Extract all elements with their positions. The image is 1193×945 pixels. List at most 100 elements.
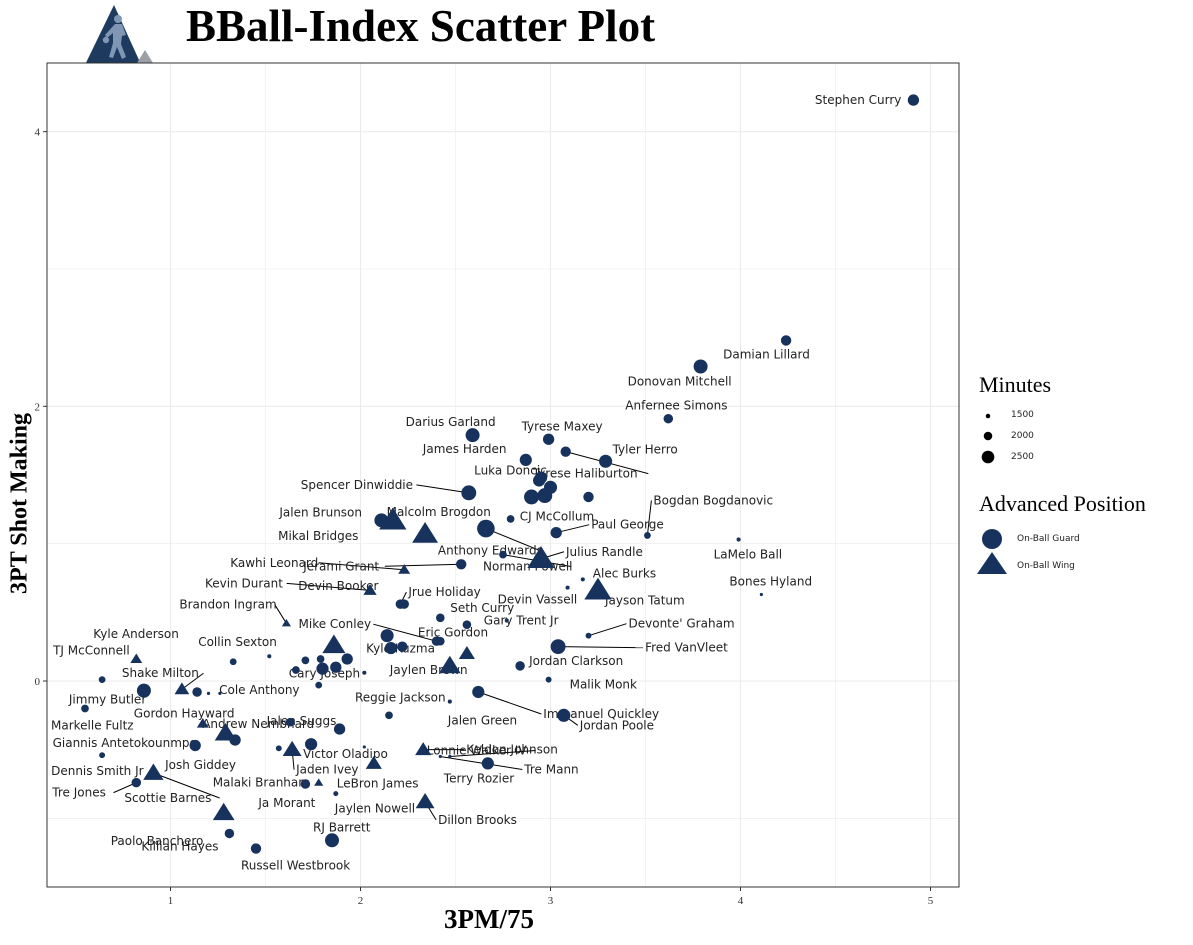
data-label: Devin Vassell bbox=[498, 593, 578, 607]
data-point-stephen-curry bbox=[907, 94, 920, 106]
data-label: Tyrese Maxey bbox=[521, 419, 603, 433]
data-point-jaylen-brown bbox=[438, 655, 461, 674]
data-label: Scottie Barnes bbox=[124, 791, 211, 805]
y-tick-label: 4 bbox=[35, 127, 41, 139]
data-label: Jaylen Nowell bbox=[334, 802, 415, 816]
data-point-mikal-bridges bbox=[412, 521, 439, 543]
leader-line bbox=[440, 756, 523, 771]
data-point-darius-garland bbox=[465, 428, 480, 443]
data-point-terry-rozier bbox=[481, 757, 494, 770]
data-label: Mikal Bridges bbox=[278, 529, 358, 543]
data-point-josh-giddey bbox=[229, 734, 241, 746]
plot-border bbox=[46, 62, 960, 888]
data-point-unlabeled bbox=[267, 654, 272, 659]
data-point-james-harden bbox=[519, 453, 532, 466]
data-point-cary-joseph bbox=[330, 661, 342, 673]
data-point-shake-milton bbox=[174, 682, 190, 695]
data-label: Shake Milton bbox=[122, 666, 199, 680]
data-point-unlabeled bbox=[301, 656, 310, 665]
data-point-damian-lillard bbox=[780, 335, 792, 346]
data-point-unlabeled bbox=[218, 691, 222, 695]
data-point-unlabeled bbox=[458, 645, 475, 659]
data-label: Kyle Anderson bbox=[93, 627, 179, 641]
data-point-jaylen-nowell bbox=[333, 791, 339, 797]
data-point-unlabeled bbox=[316, 662, 329, 675]
data-label: Killian Hayes bbox=[141, 839, 218, 853]
data-label: Immanuel Quickley bbox=[543, 707, 659, 721]
data-point-tyrese-haliburton bbox=[560, 446, 571, 457]
data-point-julius-randle bbox=[527, 546, 555, 568]
data-point-unlabeled bbox=[292, 666, 300, 674]
legend-size-label-2500: 2500 bbox=[1011, 452, 1034, 462]
data-label: Jaden Ivey bbox=[295, 763, 358, 777]
data-label: Alec Burks bbox=[593, 566, 656, 580]
leader-line bbox=[274, 604, 287, 624]
data-label: Markelle Fultz bbox=[51, 718, 134, 732]
data-point-unlabeled bbox=[362, 670, 367, 675]
data-label: Keldon Johnson bbox=[466, 743, 558, 757]
data-point-keldon-johnson bbox=[415, 742, 432, 756]
legend-shape-key-wing bbox=[977, 552, 1007, 574]
data-label: Malcolm Brogdon bbox=[387, 505, 491, 519]
data-point-norman-powell bbox=[499, 550, 507, 559]
legend-size-key-1500 bbox=[985, 413, 991, 419]
data-point-rj-barrett bbox=[325, 833, 339, 848]
leader-line bbox=[556, 524, 590, 534]
data-label: Donovan Mitchell bbox=[628, 375, 732, 389]
data-point-unlabeled bbox=[315, 681, 323, 689]
legend-size-label-1500: 1500 bbox=[1011, 410, 1034, 420]
data-point-devin-vassell bbox=[565, 585, 570, 590]
data-label: Damian Lillard bbox=[723, 347, 810, 361]
legend-shape-label-guard: On-Ball Guard bbox=[1017, 534, 1080, 544]
data-point-unlabeled bbox=[397, 641, 408, 652]
data-point-malcolm-brogdon bbox=[506, 515, 515, 523]
data-point-anfernee-simons bbox=[663, 413, 674, 424]
data-label: Paul George bbox=[591, 518, 664, 532]
data-point-malaki-branham bbox=[314, 778, 324, 786]
data-label: LaMelo Ball bbox=[714, 548, 783, 562]
data-point-devonte-graham bbox=[585, 632, 592, 639]
data-label: LeBron James bbox=[337, 776, 419, 790]
data-point-dennis-smith-jr bbox=[99, 752, 106, 759]
data-label: Jordan Poole bbox=[579, 718, 654, 732]
leader-line bbox=[449, 750, 536, 758]
y-tick-label: 0 bbox=[35, 676, 41, 688]
data-label: Devonte' Graham bbox=[629, 617, 735, 631]
data-point-tj-mcconnell bbox=[98, 676, 106, 684]
data-point-giannis-antetokounmpo bbox=[214, 723, 237, 741]
data-label: James Harden bbox=[422, 442, 507, 456]
leader-line bbox=[384, 563, 462, 567]
data-points bbox=[81, 94, 920, 854]
data-point-tre-jones bbox=[131, 777, 142, 788]
data-point-brandon-ingram bbox=[281, 619, 291, 627]
data-label: Jimmy Butler bbox=[68, 693, 146, 707]
data-label: Josh Giddey bbox=[164, 758, 236, 772]
legend-size-title: Minutes bbox=[979, 372, 1052, 397]
data-label: Stephen Curry bbox=[815, 93, 901, 107]
data-point-markelle-fultz bbox=[81, 704, 89, 713]
page-title: BBall-Index Scatter Plot bbox=[186, 1, 656, 51]
data-label: Seth Curry bbox=[450, 601, 514, 615]
data-point-reggie-jackson bbox=[385, 711, 393, 720]
data-point-jerami-grant bbox=[456, 559, 467, 570]
data-point-unlabeled bbox=[206, 691, 211, 695]
data-point-unlabeled bbox=[384, 641, 397, 655]
data-label: Jayson Tatum bbox=[604, 593, 685, 607]
data-label: Terry Rozier bbox=[443, 771, 514, 785]
data-point-unlabeled bbox=[322, 634, 346, 654]
data-point-jalen-suggs bbox=[333, 723, 346, 735]
data-label: Jrue Holiday bbox=[407, 585, 480, 599]
data-label: Bogdan Bogdanovic bbox=[653, 493, 773, 507]
leader-line bbox=[588, 623, 627, 637]
data-point-unlabeled bbox=[189, 739, 201, 752]
data-point-ja-morant bbox=[300, 779, 311, 789]
data-point-killian-hayes bbox=[224, 828, 235, 839]
data-point-jordan-poole bbox=[557, 708, 571, 722]
leader-line bbox=[318, 562, 405, 571]
data-point-scottie-barnes bbox=[143, 763, 164, 780]
data-point-unlabeled bbox=[583, 491, 594, 503]
y-tick-label: 2 bbox=[35, 401, 41, 413]
data-point-fred-vanvleet bbox=[550, 639, 566, 655]
data-label: Tre Jones bbox=[51, 786, 106, 800]
